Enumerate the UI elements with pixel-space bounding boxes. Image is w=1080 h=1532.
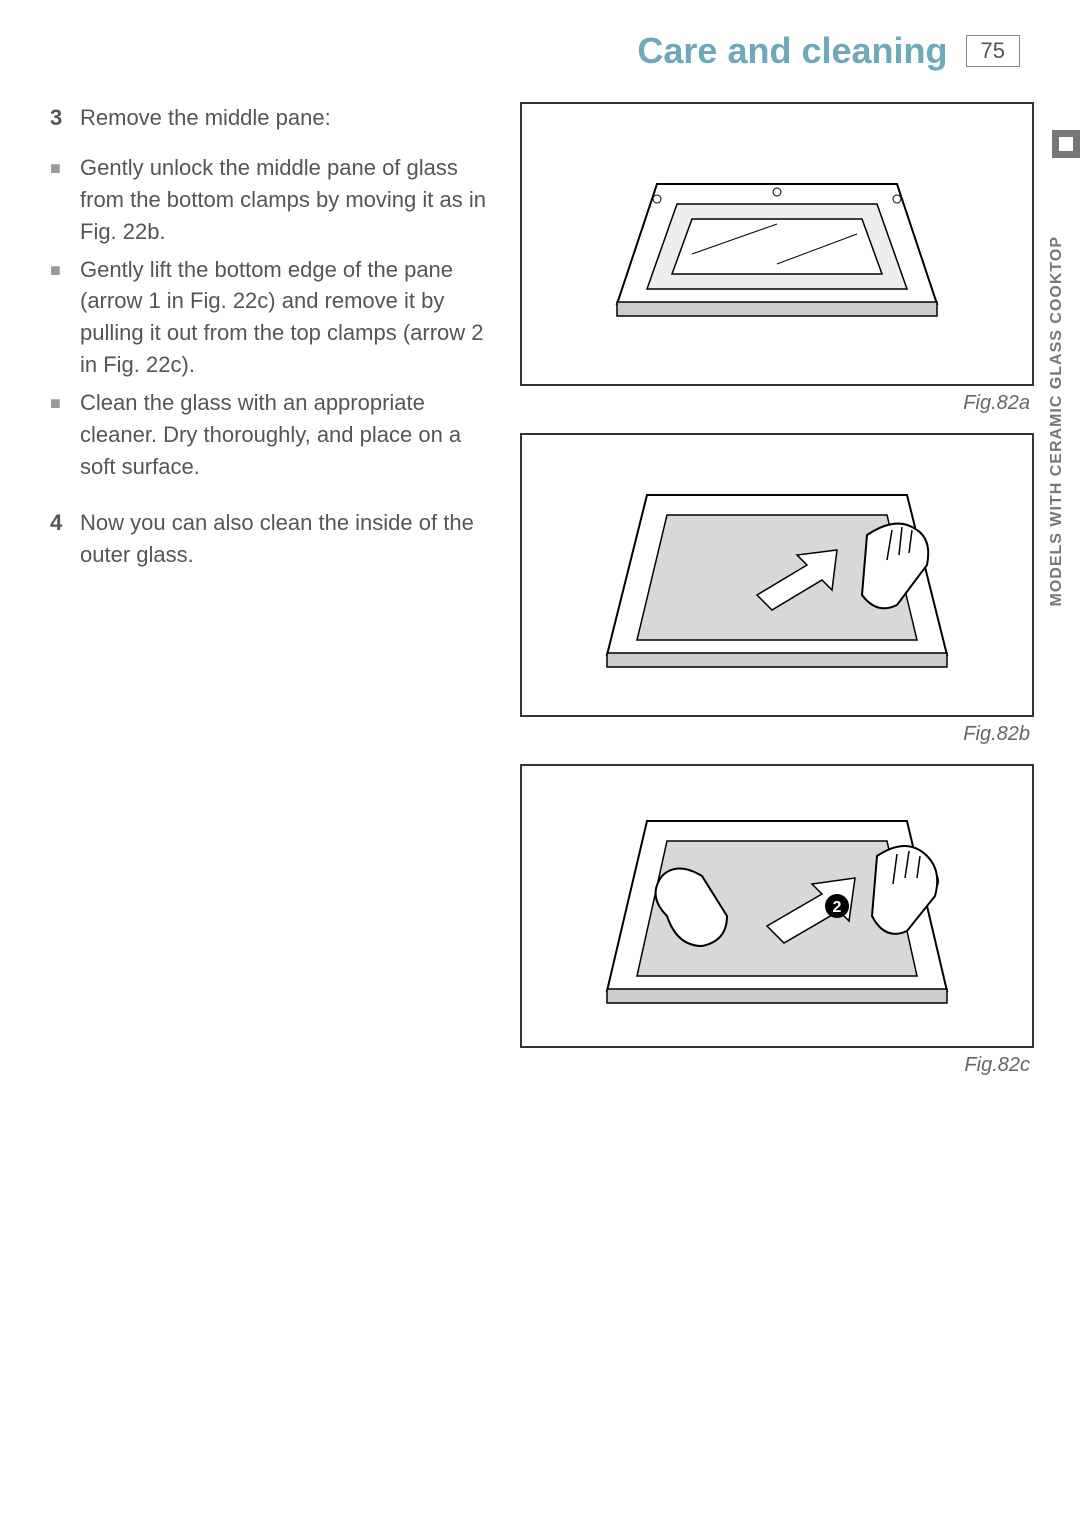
figure-82a: Fig.82a bbox=[520, 102, 1030, 415]
bullet-text: Clean the glass with an appropriate clea… bbox=[80, 387, 490, 483]
section-tab-label: MODELS WITH CERAMIC GLASS COOKTOP bbox=[1030, 228, 1080, 614]
figure-illustration: 2 1 bbox=[520, 764, 1034, 1048]
figure-illustration bbox=[520, 102, 1034, 386]
figure-caption: Fig.82c bbox=[520, 1054, 1030, 1077]
step-body: Now you can also clean the inside of the… bbox=[80, 507, 490, 571]
step-number: 3 bbox=[50, 102, 80, 134]
bullet-item: ■ Clean the glass with an appropriate cl… bbox=[50, 387, 490, 483]
figure-illustration bbox=[520, 433, 1034, 717]
step-4: 4 Now you can also clean the inside of t… bbox=[50, 507, 490, 571]
bullet-marker: ■ bbox=[50, 254, 80, 382]
page-header: Care and cleaning 75 bbox=[0, 0, 1080, 82]
figure-82c: 2 1 Fig.82c bbox=[520, 764, 1030, 1077]
figures-column: Fig.82a Fig.82b bbox=[520, 102, 1030, 1077]
bullet-text: Gently unlock the middle pane of glass f… bbox=[80, 152, 490, 248]
content-area: 3 Remove the middle pane: ■ Gently unloc… bbox=[0, 82, 1080, 1077]
tab-marker-icon bbox=[1052, 130, 1080, 158]
bullet-item: ■ Gently lift the bottom edge of the pan… bbox=[50, 254, 490, 382]
side-tab: MODELS WITH CERAMIC GLASS COOKTOP bbox=[1030, 130, 1080, 1472]
bullet-item: ■ Gently unlock the middle pane of glass… bbox=[50, 152, 490, 248]
figure-caption: Fig.82b bbox=[520, 723, 1030, 746]
page-number: 75 bbox=[966, 35, 1020, 67]
instructions-column: 3 Remove the middle pane: ■ Gently unloc… bbox=[50, 102, 490, 1077]
step-body: Remove the middle pane: bbox=[80, 102, 490, 134]
figure-82b: Fig.82b bbox=[520, 433, 1030, 746]
bullet-marker: ■ bbox=[50, 387, 80, 483]
section-title: Care and cleaning bbox=[637, 30, 947, 72]
step-3: 3 Remove the middle pane: bbox=[50, 102, 490, 134]
step-number: 4 bbox=[50, 507, 80, 571]
figure-caption: Fig.82a bbox=[520, 392, 1030, 415]
svg-text:2: 2 bbox=[833, 899, 842, 916]
bullet-text: Gently lift the bottom edge of the pane … bbox=[80, 254, 490, 382]
bullet-marker: ■ bbox=[50, 152, 80, 248]
step-intro: Remove the middle pane: bbox=[80, 102, 490, 134]
